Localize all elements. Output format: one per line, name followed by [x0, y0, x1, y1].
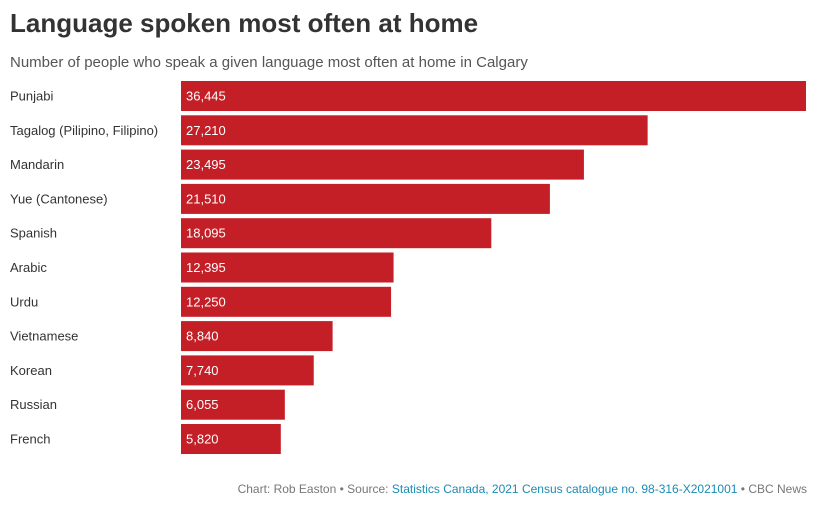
bar	[181, 183, 550, 214]
bar	[181, 252, 394, 283]
footer-separator-2: •	[737, 482, 749, 496]
category-label: Vietnamese	[10, 329, 78, 344]
value-label: 23,495	[186, 157, 226, 172]
value-label: 36,445	[186, 89, 226, 104]
value-label: 27,210	[186, 123, 226, 138]
bar	[181, 355, 314, 386]
footer-publisher: CBC News	[748, 482, 807, 496]
bar	[181, 149, 584, 180]
category-label: Russian	[10, 397, 57, 412]
bar	[181, 286, 392, 317]
bar	[181, 218, 492, 249]
footer-separator: •	[336, 482, 348, 496]
value-label: 7,740	[186, 363, 219, 378]
value-label: 5,820	[186, 432, 219, 447]
value-label: 12,395	[186, 260, 226, 275]
value-label: 12,250	[186, 294, 226, 309]
value-label: 8,840	[186, 329, 219, 344]
category-label: Korean	[10, 363, 52, 378]
category-label: Arabic	[10, 260, 47, 275]
source-link[interactable]: Statistics Canada, 2021 Census catalogue…	[391, 482, 738, 496]
value-label: 18,095	[186, 226, 226, 241]
chart-title: Language spoken most often at home	[10, 8, 479, 38]
category-label: Tagalog (Pilipino, Filipino)	[10, 123, 158, 138]
bar	[181, 321, 333, 352]
bar	[181, 424, 281, 454]
footer-source-label: Source:	[347, 482, 392, 496]
chart-footer: Chart: Rob Easton • Source: Statistics C…	[238, 482, 807, 496]
category-label: Urdu	[10, 294, 38, 309]
category-label: Punjabi	[10, 89, 53, 104]
chart-subtitle: Number of people who speak a given langu…	[10, 54, 528, 71]
bar-chart: Punjabi 36,445 Tagalog (Pilipino, Filipino…	[10, 81, 806, 454]
value-label: 6,055	[186, 397, 219, 412]
category-label: Spanish	[10, 226, 57, 241]
bar	[181, 389, 285, 420]
footer-credit: Chart: Rob Easton	[237, 482, 337, 496]
category-label: French	[10, 432, 50, 447]
value-label: 21,510	[186, 191, 226, 206]
category-label: Mandarin	[10, 157, 64, 172]
bar	[181, 81, 806, 111]
category-label: Yue (Cantonese)	[10, 191, 108, 206]
bar	[181, 115, 648, 146]
